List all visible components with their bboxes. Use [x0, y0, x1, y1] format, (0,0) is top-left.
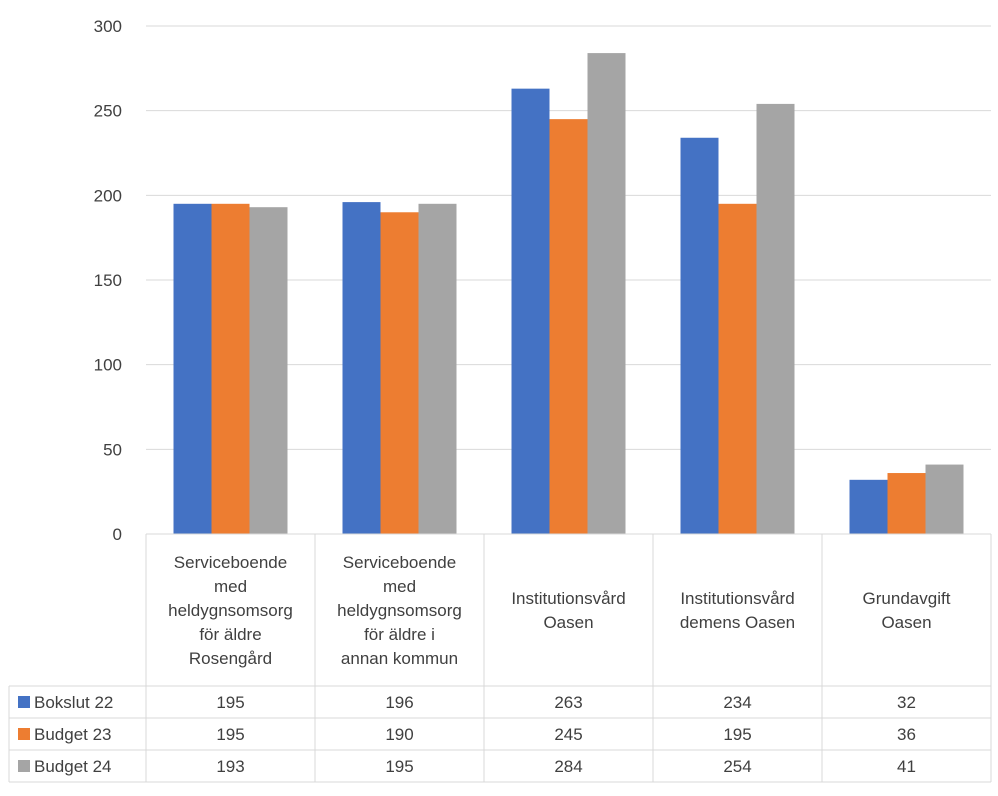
- y-tick-label: 50: [103, 440, 122, 459]
- bar-budget-23: [718, 203, 757, 535]
- x-category-label: Grundavgift: [863, 589, 951, 608]
- legend-label: Bokslut 22: [34, 693, 113, 712]
- data-table-value: 254: [723, 757, 751, 776]
- legend-key: [18, 760, 30, 772]
- bar-budget-24: [249, 207, 288, 535]
- data-table-value: 263: [554, 693, 582, 712]
- bar-budget-23: [549, 119, 588, 534]
- y-tick-label: 100: [94, 356, 122, 375]
- x-category-label: annan kommun: [341, 649, 458, 668]
- bar-budget-24: [925, 464, 964, 534]
- legend-key: [18, 728, 30, 740]
- bar-bokslut-22: [173, 203, 212, 535]
- legend-label: Budget 23: [34, 725, 112, 744]
- x-category-label: Oasen: [543, 613, 593, 632]
- bars: [173, 53, 964, 535]
- bar-budget-24: [756, 103, 795, 534]
- bar-bokslut-22: [849, 479, 888, 534]
- bar-budget-24: [587, 53, 626, 535]
- x-category-label: heldygnsomsorg: [168, 601, 293, 620]
- data-table-value: 196: [385, 693, 413, 712]
- x-category-label: Serviceboende: [174, 553, 287, 572]
- x-category-label: Oasen: [881, 613, 931, 632]
- x-category-label: Rosengård: [189, 649, 272, 668]
- y-tick-label: 0: [113, 525, 122, 544]
- bar-bokslut-22: [511, 88, 550, 535]
- y-tick-label: 200: [94, 186, 122, 205]
- bar-budget-23: [887, 473, 926, 534]
- y-axis-ticks: 0 50 100 150 200 250 300: [94, 17, 122, 544]
- x-category-label: heldygnsomsorg: [337, 601, 462, 620]
- data-table-value: 195: [723, 725, 751, 744]
- data-table-value: 234: [723, 693, 751, 712]
- data-table-value: 190: [385, 725, 413, 744]
- data-table-value: 195: [216, 725, 244, 744]
- y-tick-label: 300: [94, 17, 122, 36]
- y-tick-label: 250: [94, 102, 122, 121]
- y-tick-label: 150: [94, 271, 122, 290]
- data-table-value: 245: [554, 725, 582, 744]
- data-table-value: 32: [897, 693, 916, 712]
- data-table-value: 193: [216, 757, 244, 776]
- x-category-label: Serviceboende: [343, 553, 456, 572]
- legend-key: [18, 696, 30, 708]
- x-category-label: för äldre i: [364, 625, 435, 644]
- data-table-value: 195: [216, 693, 244, 712]
- bar-budget-23: [380, 212, 419, 534]
- x-category-label: för äldre: [199, 625, 261, 644]
- data-table-value: 195: [385, 757, 413, 776]
- data-table-value: 36: [897, 725, 916, 744]
- x-category-label: Institutionsvård: [511, 589, 625, 608]
- x-category-label: med: [383, 577, 416, 596]
- data-table-value: 284: [554, 757, 582, 776]
- data-table: Serviceboende med heldygnsomsorg för äldre R…: [8, 533, 992, 783]
- x-category-label: demens Oasen: [680, 613, 795, 632]
- bar-budget-24: [418, 203, 457, 535]
- legend-label: Budget 24: [34, 757, 112, 776]
- x-category-label: Institutionsvård: [680, 589, 794, 608]
- data-table-value: 41: [897, 757, 916, 776]
- bar-budget-23: [211, 203, 250, 535]
- bar-bokslut-22: [680, 137, 719, 534]
- bar-bokslut-22: [342, 202, 381, 534]
- x-category-label: med: [214, 577, 247, 596]
